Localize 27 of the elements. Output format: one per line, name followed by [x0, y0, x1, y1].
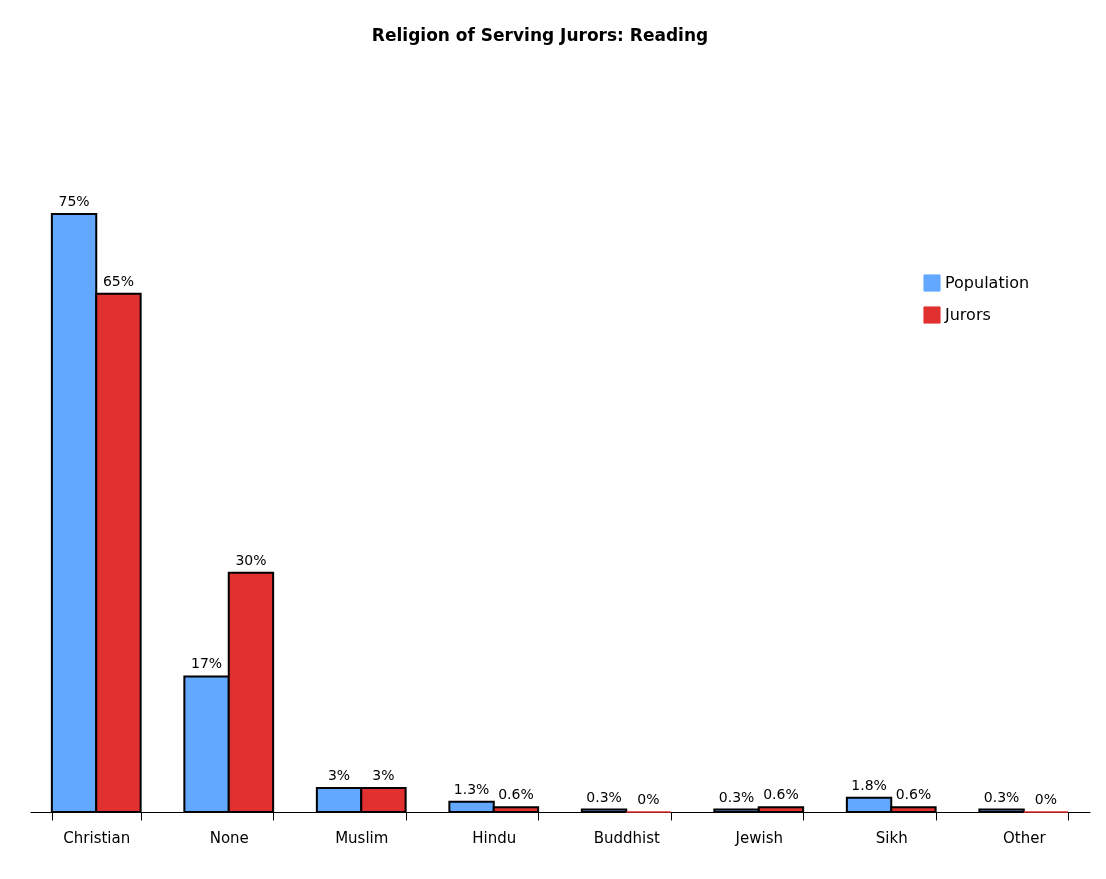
data-label: 0.6%	[895, 786, 932, 803]
x-tick-label: Buddhist	[593, 828, 660, 847]
data-label: 1.3%	[453, 780, 490, 797]
legend-label: Population	[945, 273, 1030, 292]
data-label: 0.3%	[586, 788, 622, 805]
data-label: 1.8%	[851, 776, 887, 793]
data-label: 65%	[102, 272, 135, 289]
x-tick-label: Hindu	[472, 828, 517, 847]
x-tick-label: Christian	[63, 828, 131, 847]
data-label: 17%	[190, 655, 223, 672]
data-label: 3%	[372, 767, 395, 784]
x-tick-label: Jewish	[734, 828, 783, 847]
x-tick-label: Sikh	[875, 828, 908, 847]
x-tick-label: None	[209, 828, 249, 847]
legend-label: Jurors	[944, 305, 991, 324]
data-label: 0.3%	[983, 788, 1020, 805]
data-label: 0.3%	[718, 788, 755, 805]
data-label: 0.6%	[763, 786, 799, 803]
chart-title: Religion of Serving Jurors: Reading	[371, 25, 709, 45]
x-tick-label: Muslim	[335, 828, 389, 847]
data-label: 75%	[58, 193, 90, 209]
data-label: 3%	[327, 767, 351, 784]
data-label: 0%	[637, 791, 660, 807]
x-tick-label: Other	[1002, 828, 1047, 847]
data-label: 0.6%	[498, 786, 534, 803]
data-label: 0%	[1034, 791, 1058, 807]
data-label: 30%	[235, 551, 267, 568]
